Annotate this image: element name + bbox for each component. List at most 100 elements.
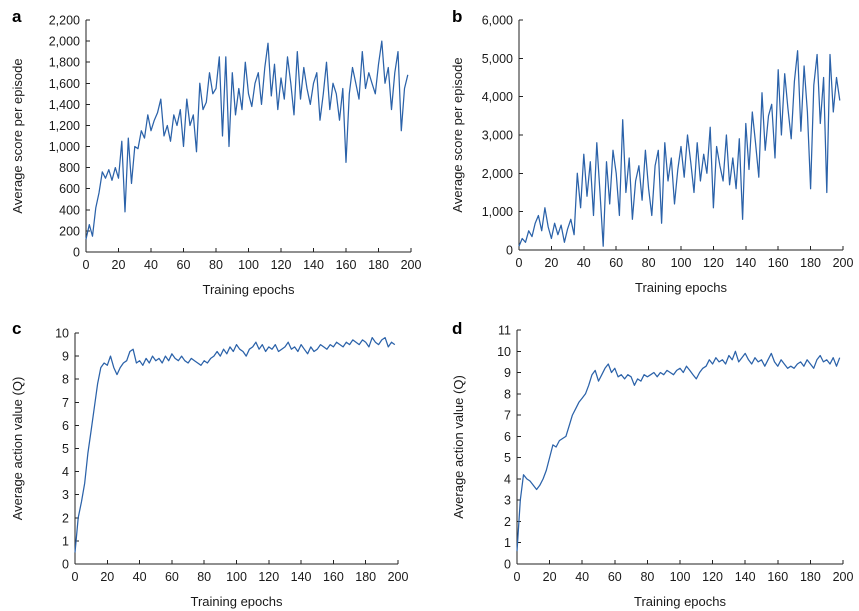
panel-c: c 0 20 40 60 80 100 120 140 160 180 200 0 1 2 3 4 5 6 7 8 9 10…: [10, 319, 408, 609]
y-tick-label: 2: [504, 515, 511, 529]
x-tick-label: 180: [355, 570, 376, 584]
y-tick-label: 1,200: [49, 119, 80, 133]
y-tick-label: 7: [504, 409, 511, 423]
x-tick-label: 20: [544, 256, 558, 270]
x-tick-label: 100: [238, 258, 259, 272]
panel-b: b 0 20 40 60 80 100 120 140 160 180 200 0 1,000 2,000 3…: [450, 7, 853, 295]
y-tick-label: 0: [73, 246, 80, 260]
y-axis-label: Average action value (Q): [10, 377, 25, 521]
series-line: [516, 350, 841, 552]
x-tick-label: 40: [133, 570, 147, 584]
x-tick-label: 80: [209, 258, 223, 272]
y-tick-label: 0: [62, 558, 69, 572]
y-tick-label: 0: [504, 558, 511, 572]
y-tick-label: 7: [62, 396, 69, 410]
x-tick-label: 0: [514, 570, 521, 584]
x-tick-label: 100: [670, 570, 691, 584]
y-tick-label: 4: [504, 472, 511, 486]
x-tick-label: 0: [72, 570, 79, 584]
y-tick-label: 1,400: [49, 98, 80, 112]
y-tick-label: 5,000: [482, 52, 513, 66]
x-tick-label: 60: [177, 258, 191, 272]
y-tick-label: 4,000: [482, 90, 513, 104]
y-tick-label: 10: [497, 345, 511, 359]
x-tick-label: 80: [640, 570, 654, 584]
x-axis-label: Training epochs: [202, 282, 295, 297]
y-tick-label: 3,000: [482, 129, 513, 143]
x-tick-label: 80: [642, 256, 656, 270]
y-tick-label: 1,600: [49, 77, 80, 91]
x-tick-label: 160: [336, 258, 357, 272]
x-tick-label: 180: [368, 258, 389, 272]
y-tick-label: 5: [62, 442, 69, 456]
y-tick-label: 6: [504, 430, 511, 444]
x-tick-label: 0: [516, 256, 523, 270]
x-tick-label: 80: [197, 570, 211, 584]
y-tick-label: 9: [62, 350, 69, 364]
y-tick-label: 11: [498, 324, 511, 338]
series-line: [85, 40, 409, 240]
y-tick-label: 400: [59, 203, 80, 217]
x-tick-label: 60: [608, 570, 622, 584]
series-line: [518, 50, 841, 247]
y-tick-label: 0: [506, 244, 513, 258]
x-tick-label: 40: [144, 258, 158, 272]
x-tick-label: 140: [303, 258, 324, 272]
y-tick-label: 3: [504, 494, 511, 508]
panel-a: a 0 20 40 60 80 100 120 140 160 180 200 0 200 400 600 80…: [10, 7, 421, 297]
x-tick-label: 140: [735, 256, 756, 270]
x-tick-label: 20: [100, 570, 114, 584]
y-tick-label: 3: [62, 488, 69, 502]
x-tick-label: 140: [735, 570, 756, 584]
y-axis-label: Average score per episode: [10, 58, 25, 213]
x-tick-label: 120: [702, 570, 723, 584]
y-tick-label: 8: [504, 387, 511, 401]
y-tick-label: 4: [62, 465, 69, 479]
y-tick-label: 1,000: [49, 140, 80, 154]
x-tick-label: 120: [703, 256, 724, 270]
x-tick-label: 0: [83, 258, 90, 272]
y-tick-label: 2: [62, 511, 69, 525]
panel-label: a: [12, 7, 22, 26]
y-tick-label: 2,200: [49, 14, 80, 28]
x-tick-label: 100: [226, 570, 247, 584]
y-tick-label: 1,800: [49, 56, 80, 70]
x-tick-label: 200: [388, 570, 409, 584]
x-tick-label: 40: [575, 570, 589, 584]
x-axis-label: Training epochs: [190, 594, 283, 609]
y-axis-label: Average score per episode: [450, 57, 465, 212]
y-tick-label: 1: [62, 534, 69, 548]
panel-label: c: [12, 319, 21, 338]
y-tick-label: 800: [59, 161, 80, 175]
x-tick-label: 60: [609, 256, 623, 270]
x-tick-label: 160: [323, 570, 344, 584]
y-tick-label: 8: [62, 373, 69, 387]
x-tick-label: 200: [833, 570, 854, 584]
y-tick-label: 10: [55, 327, 69, 341]
panel-label: b: [452, 7, 462, 26]
x-tick-label: 120: [271, 258, 292, 272]
y-tick-label: 6: [62, 419, 69, 433]
x-tick-label: 120: [258, 570, 279, 584]
x-tick-label: 200: [401, 258, 422, 272]
series-line: [74, 336, 396, 553]
x-tick-label: 180: [800, 256, 821, 270]
y-tick-label: 1: [504, 536, 511, 550]
x-tick-label: 160: [768, 256, 789, 270]
panel-label: d: [452, 319, 462, 338]
x-tick-label: 140: [291, 570, 312, 584]
x-tick-label: 40: [577, 256, 591, 270]
y-tick-label: 6,000: [482, 14, 513, 28]
x-axis-label: Training epochs: [635, 280, 728, 295]
x-tick-label: 60: [165, 570, 179, 584]
y-tick-label: 200: [59, 224, 80, 238]
y-tick-label: 9: [504, 366, 511, 380]
x-tick-label: 20: [112, 258, 126, 272]
x-axis-label: Training epochs: [634, 594, 727, 609]
y-tick-label: 600: [59, 182, 80, 196]
x-tick-label: 200: [833, 256, 854, 270]
x-tick-label: 160: [767, 570, 788, 584]
y-tick-label: 1,000: [482, 205, 513, 219]
x-tick-label: 100: [671, 256, 692, 270]
